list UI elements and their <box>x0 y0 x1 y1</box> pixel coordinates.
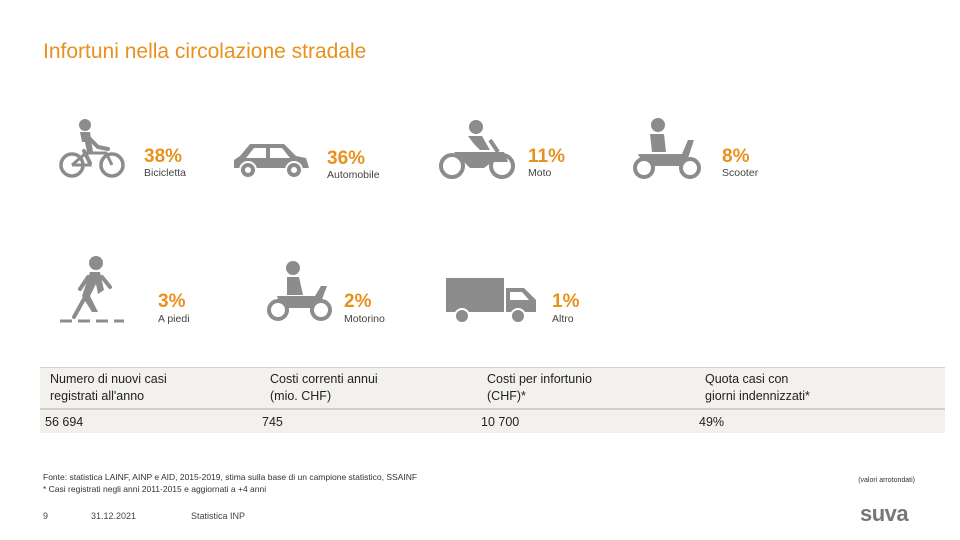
percent-scooter: 8% <box>722 146 750 167</box>
percent-car: 36% <box>327 148 366 169</box>
car-icon <box>230 140 312 180</box>
source-note: Fonte: statistica LAINF, AINP e AID, 201… <box>43 472 418 482</box>
label-car: Automobile <box>327 169 380 181</box>
label-moped: Motorino <box>344 313 385 325</box>
percent-moped: 2% <box>344 291 372 312</box>
stat-label-cost-per-accident: Costi per infortunio (CHF)* <box>487 372 592 403</box>
page-title: Infortuni nella circolazione stradale <box>43 40 367 63</box>
footer-date: 31.12.2021 <box>91 511 137 521</box>
motorcycle-icon <box>438 118 518 182</box>
page-number: 9 <box>43 511 49 521</box>
pedestrian-icon <box>58 255 126 325</box>
truck-icon <box>444 276 540 326</box>
label-other: Altro <box>552 313 574 325</box>
divider <box>40 408 945 410</box>
stats-band <box>40 367 945 433</box>
stat-value-new-cases: 56 694 <box>45 415 84 429</box>
stat-label-new-cases: Numero di nuovi casi registrati all'anno <box>50 372 167 403</box>
scooter-icon <box>630 116 706 182</box>
footer-doc-title: Statistica INP <box>191 511 246 521</box>
stat-value-annual-costs: 745 <box>262 415 283 429</box>
label-motorcycle: Moto <box>528 167 552 179</box>
percent-motorcycle: 11% <box>528 146 565 167</box>
label-scooter: Scooter <box>722 167 759 179</box>
bicycle-icon <box>58 117 128 183</box>
stat-label-compensated-share: Quota casi con giorni indennizzati* <box>705 372 810 403</box>
percent-other: 1% <box>552 291 580 312</box>
moped-icon <box>265 260 335 324</box>
divider <box>40 367 945 368</box>
suva-logo: suva <box>860 501 909 526</box>
stat-value-cost-per-accident: 10 700 <box>481 415 520 429</box>
rounding-note: (valori arrotondati) <box>858 477 915 484</box>
percent-bicycle: 38% <box>144 146 183 167</box>
label-pedestrian: A piedi <box>158 313 190 325</box>
footnote: * Casi registrati negli anni 2011-2015 e… <box>43 484 267 494</box>
stat-value-compensated-share: 49% <box>699 415 725 429</box>
label-bicycle: Bicicletta <box>144 167 187 179</box>
stat-label-annual-costs: Costi correnti annui (mio. CHF) <box>270 372 378 403</box>
percent-pedestrian: 3% <box>158 291 186 312</box>
